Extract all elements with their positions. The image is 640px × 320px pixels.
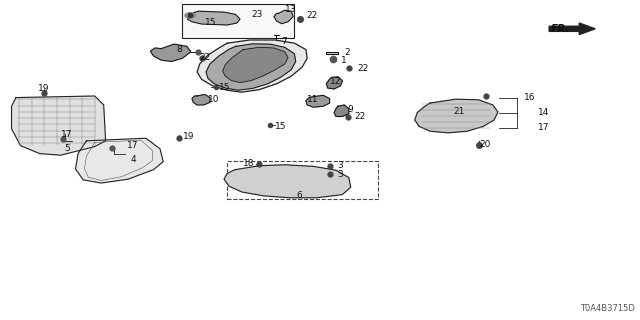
Text: 15: 15 bbox=[275, 122, 287, 131]
Text: 12: 12 bbox=[330, 77, 342, 86]
Text: T0A4B3715D: T0A4B3715D bbox=[580, 304, 635, 313]
Polygon shape bbox=[415, 99, 498, 133]
Circle shape bbox=[185, 13, 195, 18]
Text: 16: 16 bbox=[524, 93, 535, 102]
Text: 23: 23 bbox=[251, 10, 262, 19]
Text: FR.: FR. bbox=[550, 24, 570, 34]
Polygon shape bbox=[188, 11, 240, 25]
Polygon shape bbox=[306, 95, 330, 107]
Text: 13: 13 bbox=[285, 5, 296, 14]
Text: 4: 4 bbox=[131, 156, 136, 164]
Text: 15: 15 bbox=[205, 18, 217, 27]
Text: 19: 19 bbox=[38, 84, 49, 93]
Text: 7: 7 bbox=[282, 37, 287, 46]
Polygon shape bbox=[326, 77, 342, 89]
Polygon shape bbox=[326, 52, 338, 54]
Text: 5: 5 bbox=[65, 144, 70, 153]
Text: 17: 17 bbox=[127, 141, 139, 150]
Polygon shape bbox=[549, 23, 595, 35]
Text: 21: 21 bbox=[454, 108, 465, 116]
Bar bbox=[227, 161, 378, 199]
Text: 17: 17 bbox=[538, 124, 549, 132]
Polygon shape bbox=[12, 96, 106, 155]
Text: 15: 15 bbox=[219, 84, 230, 92]
Polygon shape bbox=[192, 94, 210, 105]
Polygon shape bbox=[76, 138, 163, 183]
Polygon shape bbox=[224, 165, 351, 198]
Text: 8: 8 bbox=[177, 45, 182, 54]
Polygon shape bbox=[274, 10, 293, 24]
Polygon shape bbox=[197, 40, 307, 92]
Polygon shape bbox=[223, 47, 288, 83]
Text: 9: 9 bbox=[348, 105, 353, 114]
Text: 10: 10 bbox=[208, 95, 220, 104]
Text: 17: 17 bbox=[61, 130, 73, 139]
Text: 14: 14 bbox=[538, 108, 549, 117]
Bar bbox=[182, 4, 294, 38]
Text: 22: 22 bbox=[199, 53, 211, 62]
Text: 6: 6 bbox=[297, 191, 302, 200]
Text: 2: 2 bbox=[344, 48, 350, 57]
Polygon shape bbox=[150, 44, 191, 61]
Text: 22: 22 bbox=[306, 12, 317, 20]
Text: 3: 3 bbox=[337, 161, 343, 170]
Text: 19: 19 bbox=[183, 132, 195, 141]
Text: 18: 18 bbox=[243, 159, 255, 168]
Text: 3: 3 bbox=[337, 170, 343, 179]
Polygon shape bbox=[334, 105, 349, 116]
Text: 22: 22 bbox=[357, 64, 369, 73]
Text: 20: 20 bbox=[479, 140, 491, 149]
Polygon shape bbox=[206, 44, 296, 90]
Text: 11: 11 bbox=[307, 95, 318, 104]
Text: 1: 1 bbox=[341, 56, 347, 65]
Text: 22: 22 bbox=[354, 112, 365, 121]
